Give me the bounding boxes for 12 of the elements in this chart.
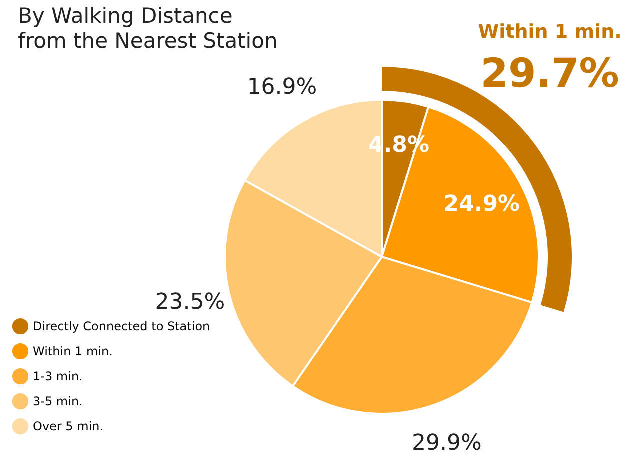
data-label: 29.9% xyxy=(412,430,482,456)
legend-label: Over 5 min. xyxy=(33,420,104,434)
data-label: 24.9% xyxy=(444,192,520,218)
legend-label: 1-3 min. xyxy=(33,370,83,384)
legend-label: Directly Connected to Station xyxy=(33,320,210,334)
data-label: 16.9% xyxy=(247,75,318,100)
legend-label: Within 1 min. xyxy=(33,344,113,358)
legend-label: 3-5 min. xyxy=(33,394,83,408)
chart-title: By Walking Distance from the Nearest Station xyxy=(18,4,278,53)
text: Within 1 min. xyxy=(478,21,622,43)
data-label: 23.5% xyxy=(155,290,226,315)
text: 29.7% xyxy=(480,51,620,97)
